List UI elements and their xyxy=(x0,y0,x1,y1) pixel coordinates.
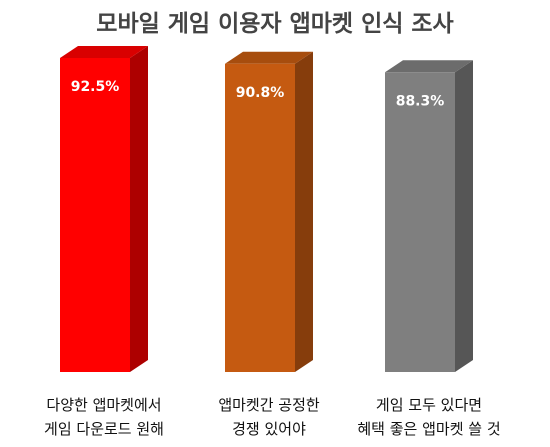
value-label: 90.8% xyxy=(236,85,285,101)
x-tick-label: 다양한 앱마켓에서 게임 다운로드 원해 xyxy=(44,396,164,438)
chart-title: 모바일 게임 이용자 앱마켓 인식 조사 xyxy=(96,11,454,37)
x-tick-label: 게임 모두 있다면 혜택 좋은 앱마켓 쓸 것 xyxy=(357,396,501,438)
bar-side xyxy=(295,51,313,372)
x-tick-label: 앱마켓간 공정한 경쟁 있어야 xyxy=(218,396,320,438)
bar-front xyxy=(225,63,295,372)
bar-front xyxy=(60,58,130,372)
value-label: 92.5% xyxy=(71,79,120,95)
bar-top xyxy=(60,46,148,58)
bar-side xyxy=(130,46,148,372)
bar xyxy=(225,51,313,372)
bar xyxy=(60,46,148,372)
bar-top xyxy=(385,60,473,73)
value-label: 88.3% xyxy=(396,93,445,109)
bar xyxy=(385,60,473,373)
bar-front xyxy=(385,72,455,372)
bar-top xyxy=(225,51,313,64)
bar-side xyxy=(455,60,473,373)
